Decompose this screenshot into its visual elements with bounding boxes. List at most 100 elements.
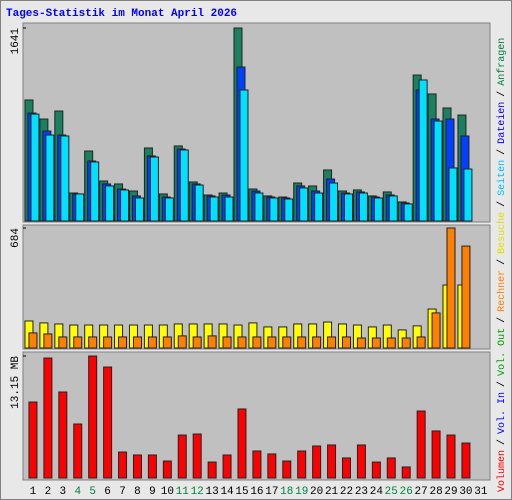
legend-separator: / [496, 91, 508, 97]
bar [88, 336, 98, 349]
bar [28, 401, 38, 479]
x-tick-label: 22 [340, 486, 353, 498]
bar [388, 195, 398, 222]
bar [147, 454, 157, 479]
bar [403, 203, 413, 222]
bar [162, 336, 172, 349]
legend-separator: / [496, 149, 508, 155]
bar [341, 336, 351, 349]
bar [179, 149, 189, 222]
x-tick-label: 6 [104, 486, 111, 498]
bar [30, 113, 40, 222]
y-tick-label: 684 [10, 228, 22, 248]
bar [252, 450, 262, 479]
bar [120, 189, 130, 222]
bar [327, 336, 337, 349]
bar [58, 391, 68, 479]
x-tick-label: 26 [400, 486, 413, 498]
bar [103, 336, 113, 349]
bar [312, 336, 322, 349]
bar [132, 336, 142, 349]
bar [177, 335, 187, 349]
x-tick-label: 14 [220, 486, 234, 498]
bar [386, 337, 396, 349]
legend-separator: / [496, 259, 508, 265]
bar [431, 430, 441, 479]
x-tick-label: 27 [415, 486, 428, 498]
bar [73, 423, 83, 479]
bar [90, 161, 100, 222]
x-tick-label: 19 [295, 486, 308, 498]
bar [356, 337, 366, 349]
x-tick-label: 5 [89, 486, 96, 498]
bar [327, 444, 337, 479]
legend-separator: / [496, 439, 508, 445]
bar [418, 79, 428, 222]
bar [448, 167, 458, 222]
bar [224, 196, 234, 222]
bar [192, 433, 202, 479]
bar [282, 336, 292, 349]
bar [446, 434, 456, 479]
x-tick-label: 24 [370, 486, 384, 498]
bar [60, 135, 70, 222]
bar [58, 336, 68, 349]
x-tick-label: 21 [325, 486, 339, 498]
bar [147, 336, 157, 349]
bar [134, 197, 144, 222]
bar [314, 192, 324, 222]
bar [88, 355, 98, 479]
bar [192, 336, 202, 349]
bar [373, 197, 383, 222]
y-tick-label: 1641 [10, 28, 22, 55]
x-tick-label: 15 [235, 486, 248, 498]
bar [356, 444, 366, 479]
x-tick-label: 29 [444, 486, 457, 498]
x-tick-label: 23 [355, 486, 368, 498]
bar [386, 457, 396, 479]
bar [284, 198, 294, 222]
legend-entry: Dateien [496, 102, 508, 144]
bar [43, 357, 53, 479]
bar [297, 336, 307, 349]
bar [401, 337, 411, 349]
bar [207, 335, 217, 349]
x-tick-label: 9 [149, 486, 156, 498]
bar [209, 196, 219, 222]
bar [45, 134, 55, 222]
bar [446, 227, 456, 349]
bar [282, 460, 292, 479]
legend-entry: Vol. In [496, 392, 508, 434]
bar [75, 193, 85, 222]
legend-separator: / [496, 381, 508, 387]
bar [43, 333, 53, 349]
x-tick-label: 25 [385, 486, 398, 498]
bar [252, 336, 262, 349]
bar [461, 442, 471, 479]
bar [267, 453, 277, 479]
bar [341, 457, 351, 479]
chart-title: Tages-Statistik im Monat April 2026 [6, 8, 237, 20]
bar [239, 89, 249, 222]
bar [416, 410, 426, 479]
bar [371, 337, 381, 349]
bar [431, 312, 441, 349]
bar [237, 408, 247, 479]
legend-entry: Seiten [496, 160, 508, 196]
bar [28, 332, 38, 349]
x-tick-label: 18 [280, 486, 293, 498]
x-tick-label: 4 [74, 486, 81, 498]
x-tick-label: 7 [119, 486, 126, 498]
bar [401, 466, 411, 479]
bar [463, 168, 473, 222]
bar [149, 156, 159, 222]
x-tick-label: 10 [161, 486, 174, 498]
bar [461, 245, 471, 349]
x-tick-label: 13 [206, 486, 219, 498]
bar [267, 336, 277, 349]
legend-separator: / [496, 317, 508, 323]
x-tick-label: 2 [45, 486, 52, 498]
bar [222, 336, 232, 349]
x-tick-label: 1 [30, 486, 37, 498]
